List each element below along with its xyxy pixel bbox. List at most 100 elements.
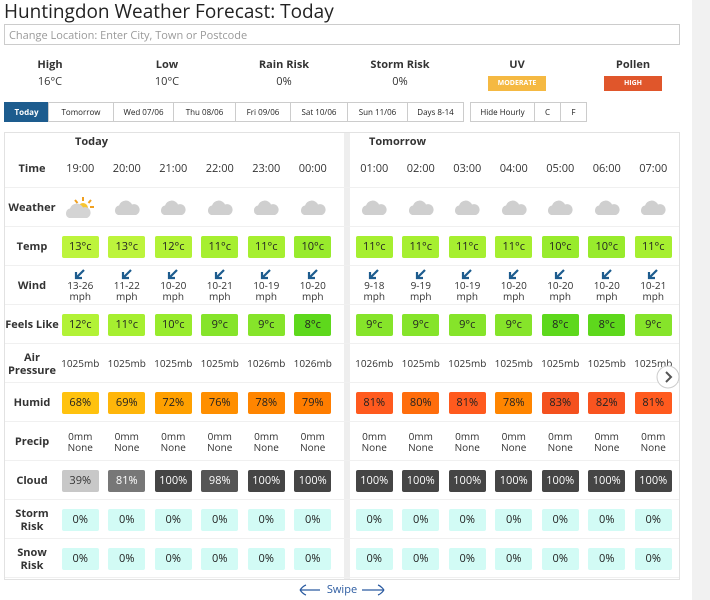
summary-item: Rain Risk 0% [229, 57, 339, 89]
cell-snow: 0% [290, 539, 337, 578]
cell-feels: 9°c [197, 305, 244, 344]
cell-feels: 10°c [150, 305, 197, 344]
day-tab[interactable]: Thu 08/06 [173, 102, 236, 122]
page-title: Huntingdon Weather Forecast: Today [4, 0, 334, 24]
cloud-pill: 100% [634, 469, 672, 492]
cell-snow: 0% [351, 539, 398, 578]
humid-pill: 81% [448, 391, 486, 414]
temp-pill: 12°c [154, 235, 192, 258]
cell-time: 05:00 [537, 149, 584, 188]
pressure-text: 1025mb [634, 356, 673, 370]
temp-pill: 11°c [495, 235, 533, 258]
feels-pill: 9°c [634, 313, 672, 336]
cloud-pill: 100% [448, 469, 486, 492]
weather-icon [362, 200, 387, 215]
cell-time: 00:00 [290, 149, 337, 188]
cell-temp: 11°c [444, 227, 491, 266]
precip-text: 0mm None [594, 428, 620, 454]
cell-temp: 11°c [351, 227, 398, 266]
wind-arrow [214, 269, 225, 280]
cell-precip: 0mm None [584, 422, 631, 461]
row-separator [5, 460, 679, 461]
option-button[interactable]: Hide Hourly [470, 102, 535, 122]
cell-icon [197, 188, 244, 227]
row-label: Storm Risk [15, 505, 49, 534]
temp-pill: 10°c [294, 235, 332, 258]
day-tab[interactable]: Wed 07/06 [113, 102, 174, 122]
cloud-pill: 100% [588, 469, 626, 492]
location-search[interactable]: Change Location: Enter City, Town or Pos… [4, 24, 680, 45]
wind-speed: 10-20 mph [500, 278, 527, 303]
cell-storm: 0% [104, 500, 151, 539]
wind-speed: 11-22 mph [113, 278, 140, 303]
precip-text: 0mm None [67, 428, 93, 454]
feels-pill: 9°c [355, 313, 393, 336]
cell-cloud: 100% [444, 461, 491, 500]
wind-arrow [415, 269, 426, 280]
cell-icon [351, 188, 398, 227]
cell-feels: 9°c [398, 305, 445, 344]
time-text: 06:00 [592, 161, 621, 176]
cell-temp: 10°c [537, 227, 584, 266]
humid-pill: 69% [108, 391, 146, 414]
scrollbar[interactable] [692, 0, 710, 600]
cell-precip: 0mm None [290, 422, 337, 461]
cell-time: 02:00 [398, 149, 445, 188]
scroll-right[interactable] [656, 365, 682, 391]
feels-pill: 12°c [61, 313, 99, 336]
day-tab[interactable]: Tomorrow [48, 102, 114, 122]
pressure-text: 1026mb [355, 356, 394, 370]
day-tab[interactable]: Sun 11/06 [347, 102, 408, 122]
cell-storm: 0% [57, 500, 104, 539]
cell-wind: 10-21 mph [630, 266, 677, 305]
cell-humid: 68% [57, 383, 104, 422]
pressure-text: 1025mb [448, 356, 487, 370]
humid-pill: 79% [294, 391, 332, 414]
cell-precip: 0mm None [243, 422, 290, 461]
option-button[interactable]: F [560, 102, 587, 122]
cell-pressure: 1025mb [197, 344, 244, 383]
feels-pill: 9°c [448, 313, 486, 336]
cell-wind: 10-21 mph [197, 266, 244, 305]
option-button[interactable]: C [534, 102, 561, 122]
wind-speed: 10-21 mph [206, 278, 233, 303]
cloud-pill: 100% [355, 469, 393, 492]
cell-time: 06:00 [584, 149, 631, 188]
weather-icon [300, 200, 326, 215]
cell-icon [243, 188, 290, 227]
cell-precip: 0mm None [197, 422, 244, 461]
snow-pill: 0% [247, 547, 285, 570]
day-tab[interactable]: Sat 10/06 [290, 102, 348, 122]
cell-storm: 0% [537, 500, 584, 539]
feels-pill: 11°c [108, 313, 146, 336]
weather-icon [207, 200, 233, 215]
storm-pill: 0% [588, 508, 626, 531]
wind-arrow [601, 269, 612, 280]
cell-cloud: 81% [104, 461, 151, 500]
snow-pill: 0% [402, 547, 440, 570]
wind-speed: 9-18 mph [363, 278, 385, 303]
summary-value: MODERATE [462, 74, 572, 91]
cell-cloud: 100% [537, 461, 584, 500]
row-separator [5, 343, 679, 344]
cell-feels: 9°c [444, 305, 491, 344]
day-tab[interactable]: Days 8-14 [407, 102, 464, 122]
day-tab[interactable]: Today [4, 102, 49, 122]
summary-badge: MODERATE [488, 76, 546, 91]
cell-pressure: 1026mb [290, 344, 337, 383]
cell-humid: 76% [197, 383, 244, 422]
swipe-hint: Swipe [299, 582, 385, 597]
row-separator [5, 382, 679, 383]
row-label: Snow Risk [17, 544, 47, 573]
humid-pill: 72% [154, 391, 192, 414]
cell-precip: 0mm None [491, 422, 538, 461]
feels-pill: 10°c [154, 313, 192, 336]
cell-icon [630, 188, 677, 227]
pressure-text: 1026mb [293, 356, 332, 370]
cell-storm: 0% [290, 500, 337, 539]
weather-icon [408, 200, 434, 215]
day-tab[interactable]: Fri 09/06 [235, 102, 291, 122]
weather-icon [455, 200, 480, 215]
snow-pill: 0% [108, 547, 146, 570]
humid-pill: 78% [495, 391, 533, 414]
